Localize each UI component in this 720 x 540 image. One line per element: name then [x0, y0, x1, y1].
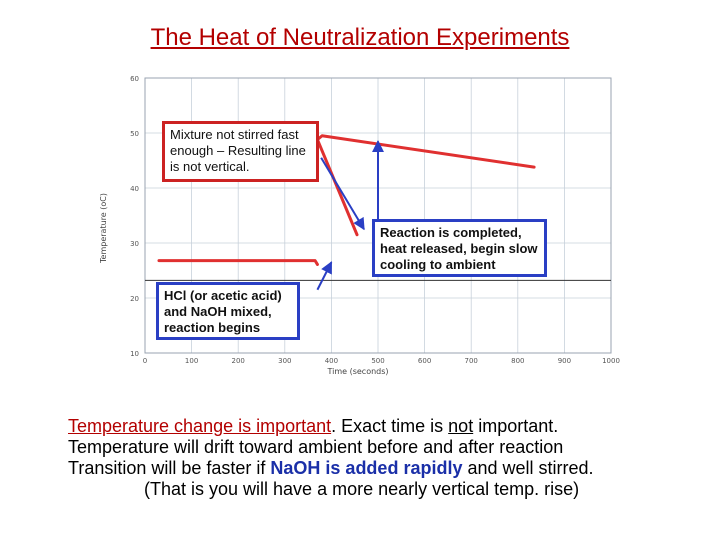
x-tick-label: 800 [511, 357, 524, 365]
slide-title: The Heat of Neutralization Experiments [150, 24, 570, 51]
line3-part-c: and well stirred. [462, 458, 594, 478]
x-tick-label: 400 [325, 357, 338, 365]
y-axis-label: Temperature (oC) [99, 193, 108, 264]
plot-frame [144, 77, 612, 354]
y-tick-label: 30 [130, 240, 139, 248]
x-tick-label: 1000 [602, 357, 620, 365]
x-tick-label: 700 [465, 357, 478, 365]
x-tick-label: 900 [558, 357, 571, 365]
callout-stirring: Mixture not stirred fast enough – Result… [162, 121, 319, 182]
explanation-line-2: Temperature will drift toward ambient be… [68, 437, 564, 457]
x-tick-label: 200 [232, 357, 245, 365]
explanation-text: Temperature change is important. Exact t… [68, 416, 708, 500]
emphasis-temperature-change: Temperature change is important [68, 416, 332, 436]
x-tick-label: 600 [418, 357, 431, 365]
line1-part-d: important. [473, 416, 559, 436]
x-tick-label: 100 [185, 357, 198, 365]
explanation-line-1: Temperature change is important. Exact t… [68, 416, 708, 437]
annotation-arrow-2 [316, 261, 333, 291]
x-tick-label: 300 [278, 357, 291, 365]
series-line-1 [157, 259, 319, 266]
series-line-3 [315, 138, 359, 237]
line1-part-b: . Exact time is [331, 416, 449, 436]
callout-reaction-completed: Reaction is completed, heat released, be… [372, 219, 547, 277]
annotation-arrow-3 [320, 157, 365, 231]
series-line-2 [315, 134, 536, 169]
y-tick-label: 60 [130, 75, 139, 83]
y-tick-label: 10 [130, 350, 139, 358]
x-tick-label: 0 [143, 357, 147, 365]
y-tick-label: 20 [130, 295, 139, 303]
axis-ticks: 0 100 200 300 400 500 600 700 800 900 1000 10 20 30 40… [130, 75, 620, 365]
line3-part-a: Transition will be faster if [68, 458, 271, 478]
y-tick-label: 40 [130, 185, 139, 193]
callout-reaction-begins: HCl (or acetic acid) and NaOH mixed, rea… [156, 282, 300, 340]
x-axis-label: Time (seconds) [326, 367, 388, 376]
emphasis-not: not [448, 416, 474, 436]
explanation-line-3: Transition will be faster if NaOH is add… [68, 458, 708, 479]
explanation-line-4: (That is you will have a more nearly ver… [144, 479, 580, 499]
emphasis-naoh-rapid: NaOH is added rapidly [270, 458, 463, 478]
y-tick-label: 50 [130, 130, 139, 138]
x-tick-label: 500 [371, 357, 384, 365]
